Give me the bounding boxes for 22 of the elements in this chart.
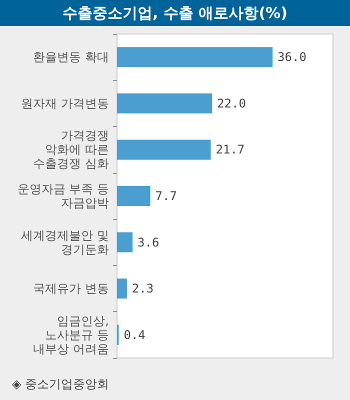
data-label: 21.7 [216,142,245,157]
y-tick-label: 환율변동 확대 [33,50,109,64]
data-label: 0.4 [124,328,146,342]
chart-title: 수출중소기업, 수출 애로사항(%) [0,0,350,26]
bar [117,278,127,299]
data-label: 3.6 [138,235,160,250]
bar [117,186,150,206]
bar [117,93,212,114]
bar [117,232,133,252]
data-label: 2.3 [132,282,154,296]
text: ◈ 중소기업중앙회 [12,376,110,393]
y-tick-label: 임금인상, 노사분규 등 내부상 어려움 [33,314,109,356]
data-label: 36.0 [278,50,306,64]
data-label: 22.0 [217,96,246,110]
y-tick-label: 가격경쟁 악화에 따른 수출경쟁 심화 [33,128,109,171]
y-tick-label: 세계경제불안 및 경기둔화 [21,228,109,256]
y-tick-label: 원자재 가격변동 [21,96,109,110]
bar [117,140,211,160]
data-label: 7.7 [155,189,177,203]
y-tick-label: 국제유가 변동 [33,282,109,296]
bar [117,47,273,68]
y-tick-label: 운영자금 부족 등 자금압박 [17,182,109,210]
